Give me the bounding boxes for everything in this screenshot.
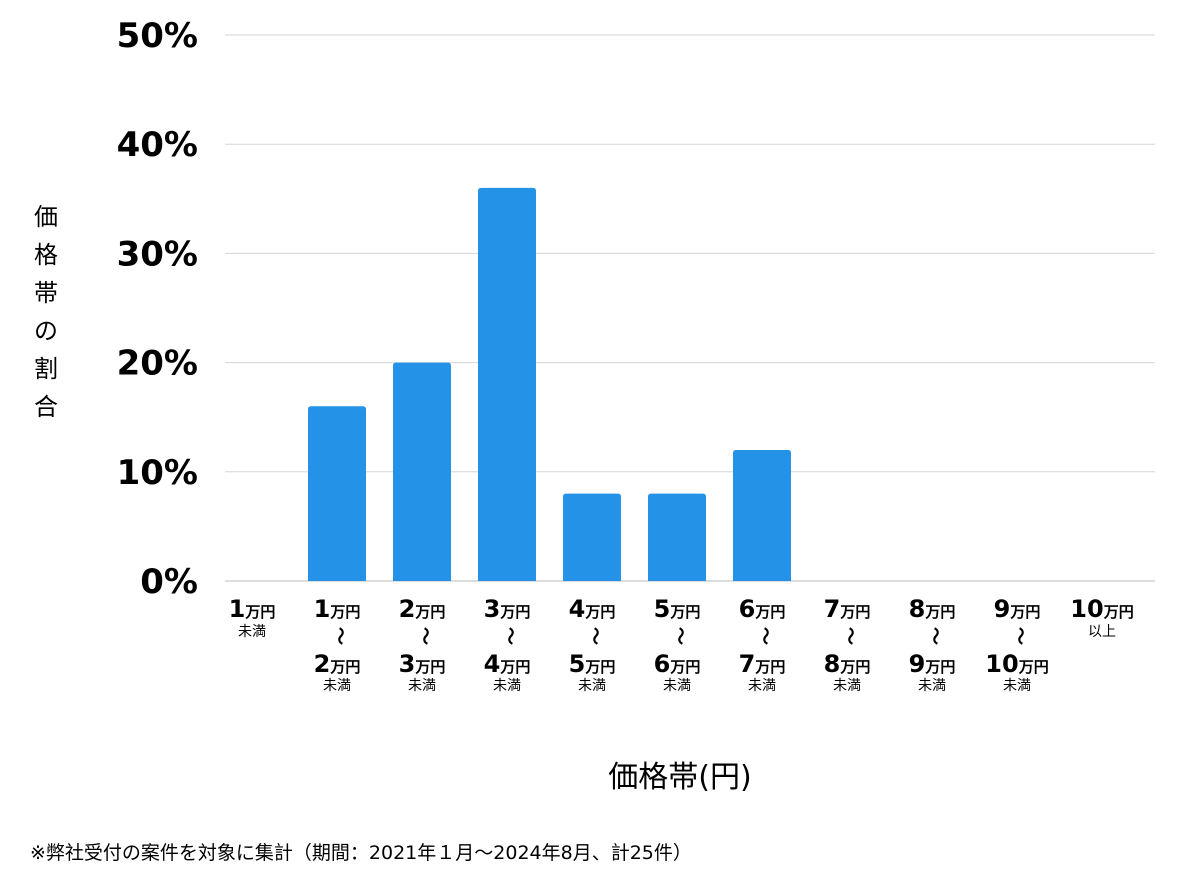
x-axis-label: 価格帯(円) xyxy=(608,760,752,795)
x-tick-range-symbol: ～ xyxy=(414,627,435,645)
x-tick-price: 1万円 xyxy=(229,595,276,623)
x-tick-price: 4万円 xyxy=(484,650,531,678)
x-tick-suffix: 未満 xyxy=(238,624,266,640)
x-tick-price: 4万円 xyxy=(569,595,616,623)
x-tick-range-symbol: ～ xyxy=(1009,627,1030,645)
x-tick-range-symbol: ～ xyxy=(754,627,775,645)
x-tick-price: 5万円 xyxy=(569,650,616,678)
y-tick-label: 30% xyxy=(117,234,198,274)
bar xyxy=(733,449,791,581)
bar xyxy=(478,187,536,581)
x-tick-price: 7万円 xyxy=(824,595,871,623)
x-tick-suffix: 未満 xyxy=(918,678,946,694)
x-tick-price: 10万円 xyxy=(1070,595,1133,623)
x-tick-price: 5万円 xyxy=(654,595,701,623)
x-tick-price: 3万円 xyxy=(399,650,446,678)
x-tick-suffix: 未満 xyxy=(748,678,776,694)
x-tick-price: 10万円 xyxy=(985,650,1048,678)
bar xyxy=(648,493,706,581)
x-tick-price: 8万円 xyxy=(909,595,956,623)
x-tick-suffix: 未満 xyxy=(323,678,351,694)
x-tick-price: 7万円 xyxy=(739,650,786,678)
bar xyxy=(393,362,451,581)
x-tick-range-symbol: ～ xyxy=(839,627,860,645)
y-tick-label: 0% xyxy=(140,562,198,602)
x-tick-range-symbol: ～ xyxy=(584,627,605,645)
x-tick-suffix: 未満 xyxy=(493,678,521,694)
x-tick-price: 1万円 xyxy=(314,595,361,623)
x-tick-suffix: 未満 xyxy=(408,678,436,694)
x-tick-price: 6万円 xyxy=(739,595,786,623)
x-tick-price: 6万円 xyxy=(654,650,701,678)
y-tick-label: 50% xyxy=(117,16,198,56)
bar xyxy=(308,406,366,581)
x-tick-price: 3万円 xyxy=(484,595,531,623)
x-tick-suffix: 未満 xyxy=(833,678,861,694)
y-axis-label: 価格帯の割合 xyxy=(34,203,58,421)
footnote: ※弊社受付の案件を対象に集計（期間：2021年１月～2024年8月、計25件） xyxy=(30,842,692,864)
x-tick-suffix: 未満 xyxy=(578,678,606,694)
y-tick-label: 20% xyxy=(117,344,198,384)
x-tick-suffix: 未満 xyxy=(663,678,691,694)
x-tick-price: 2万円 xyxy=(399,595,446,623)
bar xyxy=(563,493,621,581)
x-tick-range-symbol: ～ xyxy=(669,627,690,645)
x-tick-price: 8万円 xyxy=(824,650,871,678)
y-tick-label: 40% xyxy=(117,125,198,165)
x-tick-suffix: 未満 xyxy=(1003,678,1031,694)
x-tick-range-symbol: ～ xyxy=(329,627,350,645)
x-tick-range-symbol: ～ xyxy=(499,627,520,645)
y-tick-label: 10% xyxy=(117,453,198,493)
x-tick-price: 2万円 xyxy=(314,650,361,678)
x-tick-price: 9万円 xyxy=(909,650,956,678)
x-tick-price: 9万円 xyxy=(994,595,1041,623)
x-tick-range-symbol: ～ xyxy=(924,627,945,645)
x-tick-suffix: 以上 xyxy=(1088,624,1116,640)
